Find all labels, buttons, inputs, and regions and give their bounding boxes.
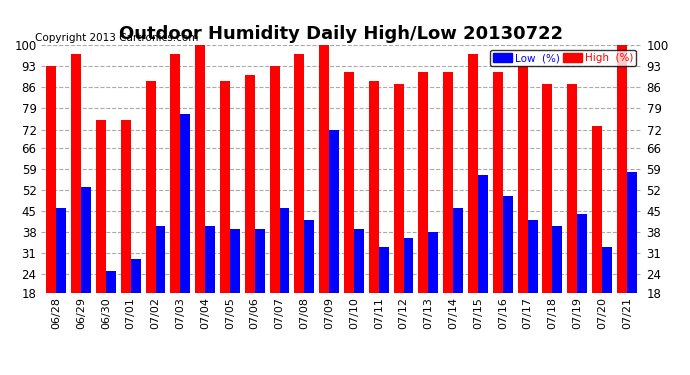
Bar <box>255 229 265 292</box>
Bar <box>304 220 314 292</box>
Bar <box>121 120 130 292</box>
Bar <box>418 72 428 292</box>
Bar <box>146 81 155 292</box>
Bar <box>404 238 413 292</box>
Title: Outdoor Humidity Daily High/Low 20130722: Outdoor Humidity Daily High/Low 20130722 <box>119 26 564 44</box>
Bar <box>170 54 180 292</box>
Text: Copyright 2013 Cartronics.com: Copyright 2013 Cartronics.com <box>35 33 199 42</box>
Bar <box>393 84 404 292</box>
Bar <box>180 114 190 292</box>
Legend: Low  (%), High  (%): Low (%), High (%) <box>490 50 636 66</box>
Bar <box>205 226 215 292</box>
Bar <box>230 229 240 292</box>
Bar <box>518 66 528 292</box>
Bar <box>220 81 230 292</box>
Bar <box>245 75 255 292</box>
Bar <box>130 259 141 292</box>
Bar <box>478 175 488 292</box>
Bar <box>578 214 587 292</box>
Bar <box>106 272 116 292</box>
Bar <box>503 196 513 292</box>
Bar <box>493 72 503 292</box>
Bar <box>602 247 612 292</box>
Bar <box>617 42 627 292</box>
Bar <box>369 81 379 292</box>
Bar <box>279 208 290 292</box>
Bar <box>443 72 453 292</box>
Bar <box>319 42 329 292</box>
Bar <box>592 126 602 292</box>
Bar <box>453 208 463 292</box>
Bar <box>428 232 438 292</box>
Bar <box>329 129 339 292</box>
Bar <box>295 54 304 292</box>
Bar <box>46 66 57 292</box>
Bar <box>71 54 81 292</box>
Bar <box>270 66 279 292</box>
Bar <box>96 120 106 292</box>
Bar <box>553 226 562 292</box>
Bar <box>379 247 388 292</box>
Bar <box>627 172 637 292</box>
Bar <box>57 208 66 292</box>
Bar <box>528 220 538 292</box>
Bar <box>468 54 478 292</box>
Bar <box>542 84 553 292</box>
Bar <box>344 72 354 292</box>
Bar <box>155 226 166 292</box>
Bar <box>354 229 364 292</box>
Bar <box>81 187 91 292</box>
Bar <box>567 84 578 292</box>
Bar <box>195 42 205 292</box>
